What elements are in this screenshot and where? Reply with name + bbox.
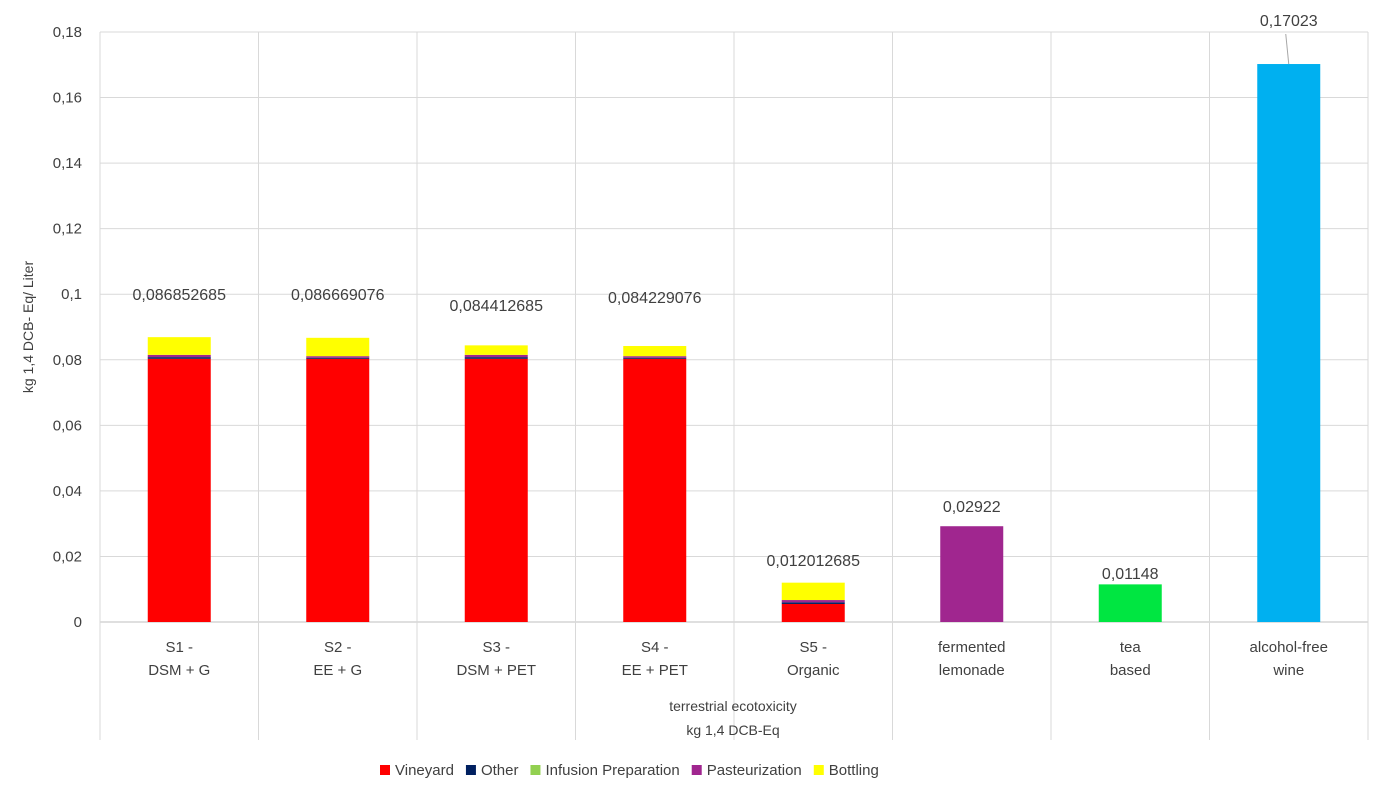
data-label: 0,02922 xyxy=(943,499,1001,516)
data-labels: 0,086852685 0,086669076 0,084412685 0,08422… xyxy=(133,13,1318,583)
category-label: EE + G xyxy=(313,662,362,679)
bar-segment-pasteurization xyxy=(940,526,1004,622)
bar-segment-alcohol-free xyxy=(1257,64,1321,623)
legend-label: Vineyard xyxy=(395,762,454,779)
leader-line xyxy=(1285,33,1290,65)
bar-segment-bottling xyxy=(781,582,845,601)
bar-segment-vineyard xyxy=(623,358,687,622)
bar-segment-other xyxy=(623,357,687,359)
y-tick-label: 0,14 xyxy=(53,155,82,172)
y-axis-ticks: 0 0,02 0,04 0,06 0,08 0,1 0,12 0,14 0,16 0,18 xyxy=(53,24,82,631)
bar-segment-other xyxy=(306,357,370,359)
legend-label: Infusion Preparation xyxy=(545,762,679,779)
bar-segment-bottling xyxy=(306,337,370,357)
category-label: tea xyxy=(1120,639,1142,656)
legend-label: Other xyxy=(481,762,519,779)
category-label: EE + PET xyxy=(622,662,688,679)
gridlines xyxy=(99,31,1369,740)
legend-swatch xyxy=(813,765,824,775)
bar-segment-bottling xyxy=(147,337,211,355)
data-label: 0,084412685 xyxy=(450,298,544,315)
y-tick-label: 0,08 xyxy=(53,352,82,369)
category-label: DSM + G xyxy=(148,662,210,679)
legend-swatch xyxy=(380,765,390,775)
bar-segment-pasteurization xyxy=(464,354,528,358)
y-tick-label: 0,06 xyxy=(53,417,82,434)
y-axis-title: kg 1,4 DCB- Eq/ Liter xyxy=(20,261,36,394)
legend-label: Pasteurization xyxy=(707,762,802,779)
category-labels: S1 - DSM + G S2 - EE + G S3 - DSM + PET S4 - EE… xyxy=(148,639,1328,679)
y-tick-label: 0,18 xyxy=(53,24,82,41)
category-label: alcohol-free xyxy=(1250,639,1328,656)
y-tick-label: 0 xyxy=(74,614,82,631)
category-label: DSM + PET xyxy=(456,662,536,679)
legend-swatch xyxy=(691,765,702,775)
data-label: 0,012012685 xyxy=(767,553,861,570)
bar-segment-vineyard xyxy=(781,603,845,622)
bar-segment-other xyxy=(147,357,211,359)
category-label: S2 - xyxy=(324,639,352,656)
bar-segment-vineyard xyxy=(464,358,528,622)
category-label: fermented xyxy=(938,639,1006,656)
x-axis-title-line1: terrestrial ecotoxicity xyxy=(669,698,797,714)
category-label: S4 - xyxy=(641,639,669,656)
legend-swatch xyxy=(530,765,541,775)
bar-segment-pasteurization xyxy=(781,600,845,603)
category-label: S5 - xyxy=(799,639,827,656)
category-label: S3 - xyxy=(482,639,510,656)
legend-swatch xyxy=(465,765,476,775)
data-label: 0,084229076 xyxy=(608,290,702,307)
bar-segment-pasteurization xyxy=(147,354,211,358)
y-tick-label: 0,16 xyxy=(53,90,82,107)
category-label: S1 - xyxy=(165,639,193,656)
bar-segment-other xyxy=(781,602,845,604)
data-label: 0,086852685 xyxy=(133,287,227,304)
category-label: wine xyxy=(1272,662,1304,679)
y-tick-label: 0,04 xyxy=(53,483,82,500)
legend-label: Bottling xyxy=(829,762,879,779)
category-label: lemonade xyxy=(939,662,1005,679)
bar-segment-pasteurization xyxy=(306,356,370,358)
bars xyxy=(147,64,1321,623)
bar-segment-bottling xyxy=(623,346,687,357)
data-label: 0,17023 xyxy=(1260,13,1318,30)
data-label: 0,01148 xyxy=(1102,566,1159,583)
data-label: 0,086669076 xyxy=(291,287,385,304)
legend: Vineyard Other Infusion Preparation Pasteur… xyxy=(380,762,879,779)
bar-segment-bottling xyxy=(464,345,528,355)
category-label: based xyxy=(1110,662,1151,679)
x-axis-title-line2: kg 1,4 DCB-Eq xyxy=(686,722,779,738)
bar-segment-infusion-preparation xyxy=(1098,584,1162,622)
bar-segment-other xyxy=(464,357,528,359)
bar-segment-pasteurization xyxy=(623,356,687,358)
y-tick-label: 0,12 xyxy=(53,221,82,238)
category-label: Organic xyxy=(787,662,840,679)
bar-segment-vineyard xyxy=(147,358,211,622)
y-tick-label: 0,02 xyxy=(53,548,82,565)
y-tick-label: 0,1 xyxy=(61,286,82,303)
bar-segment-vineyard xyxy=(306,358,370,622)
